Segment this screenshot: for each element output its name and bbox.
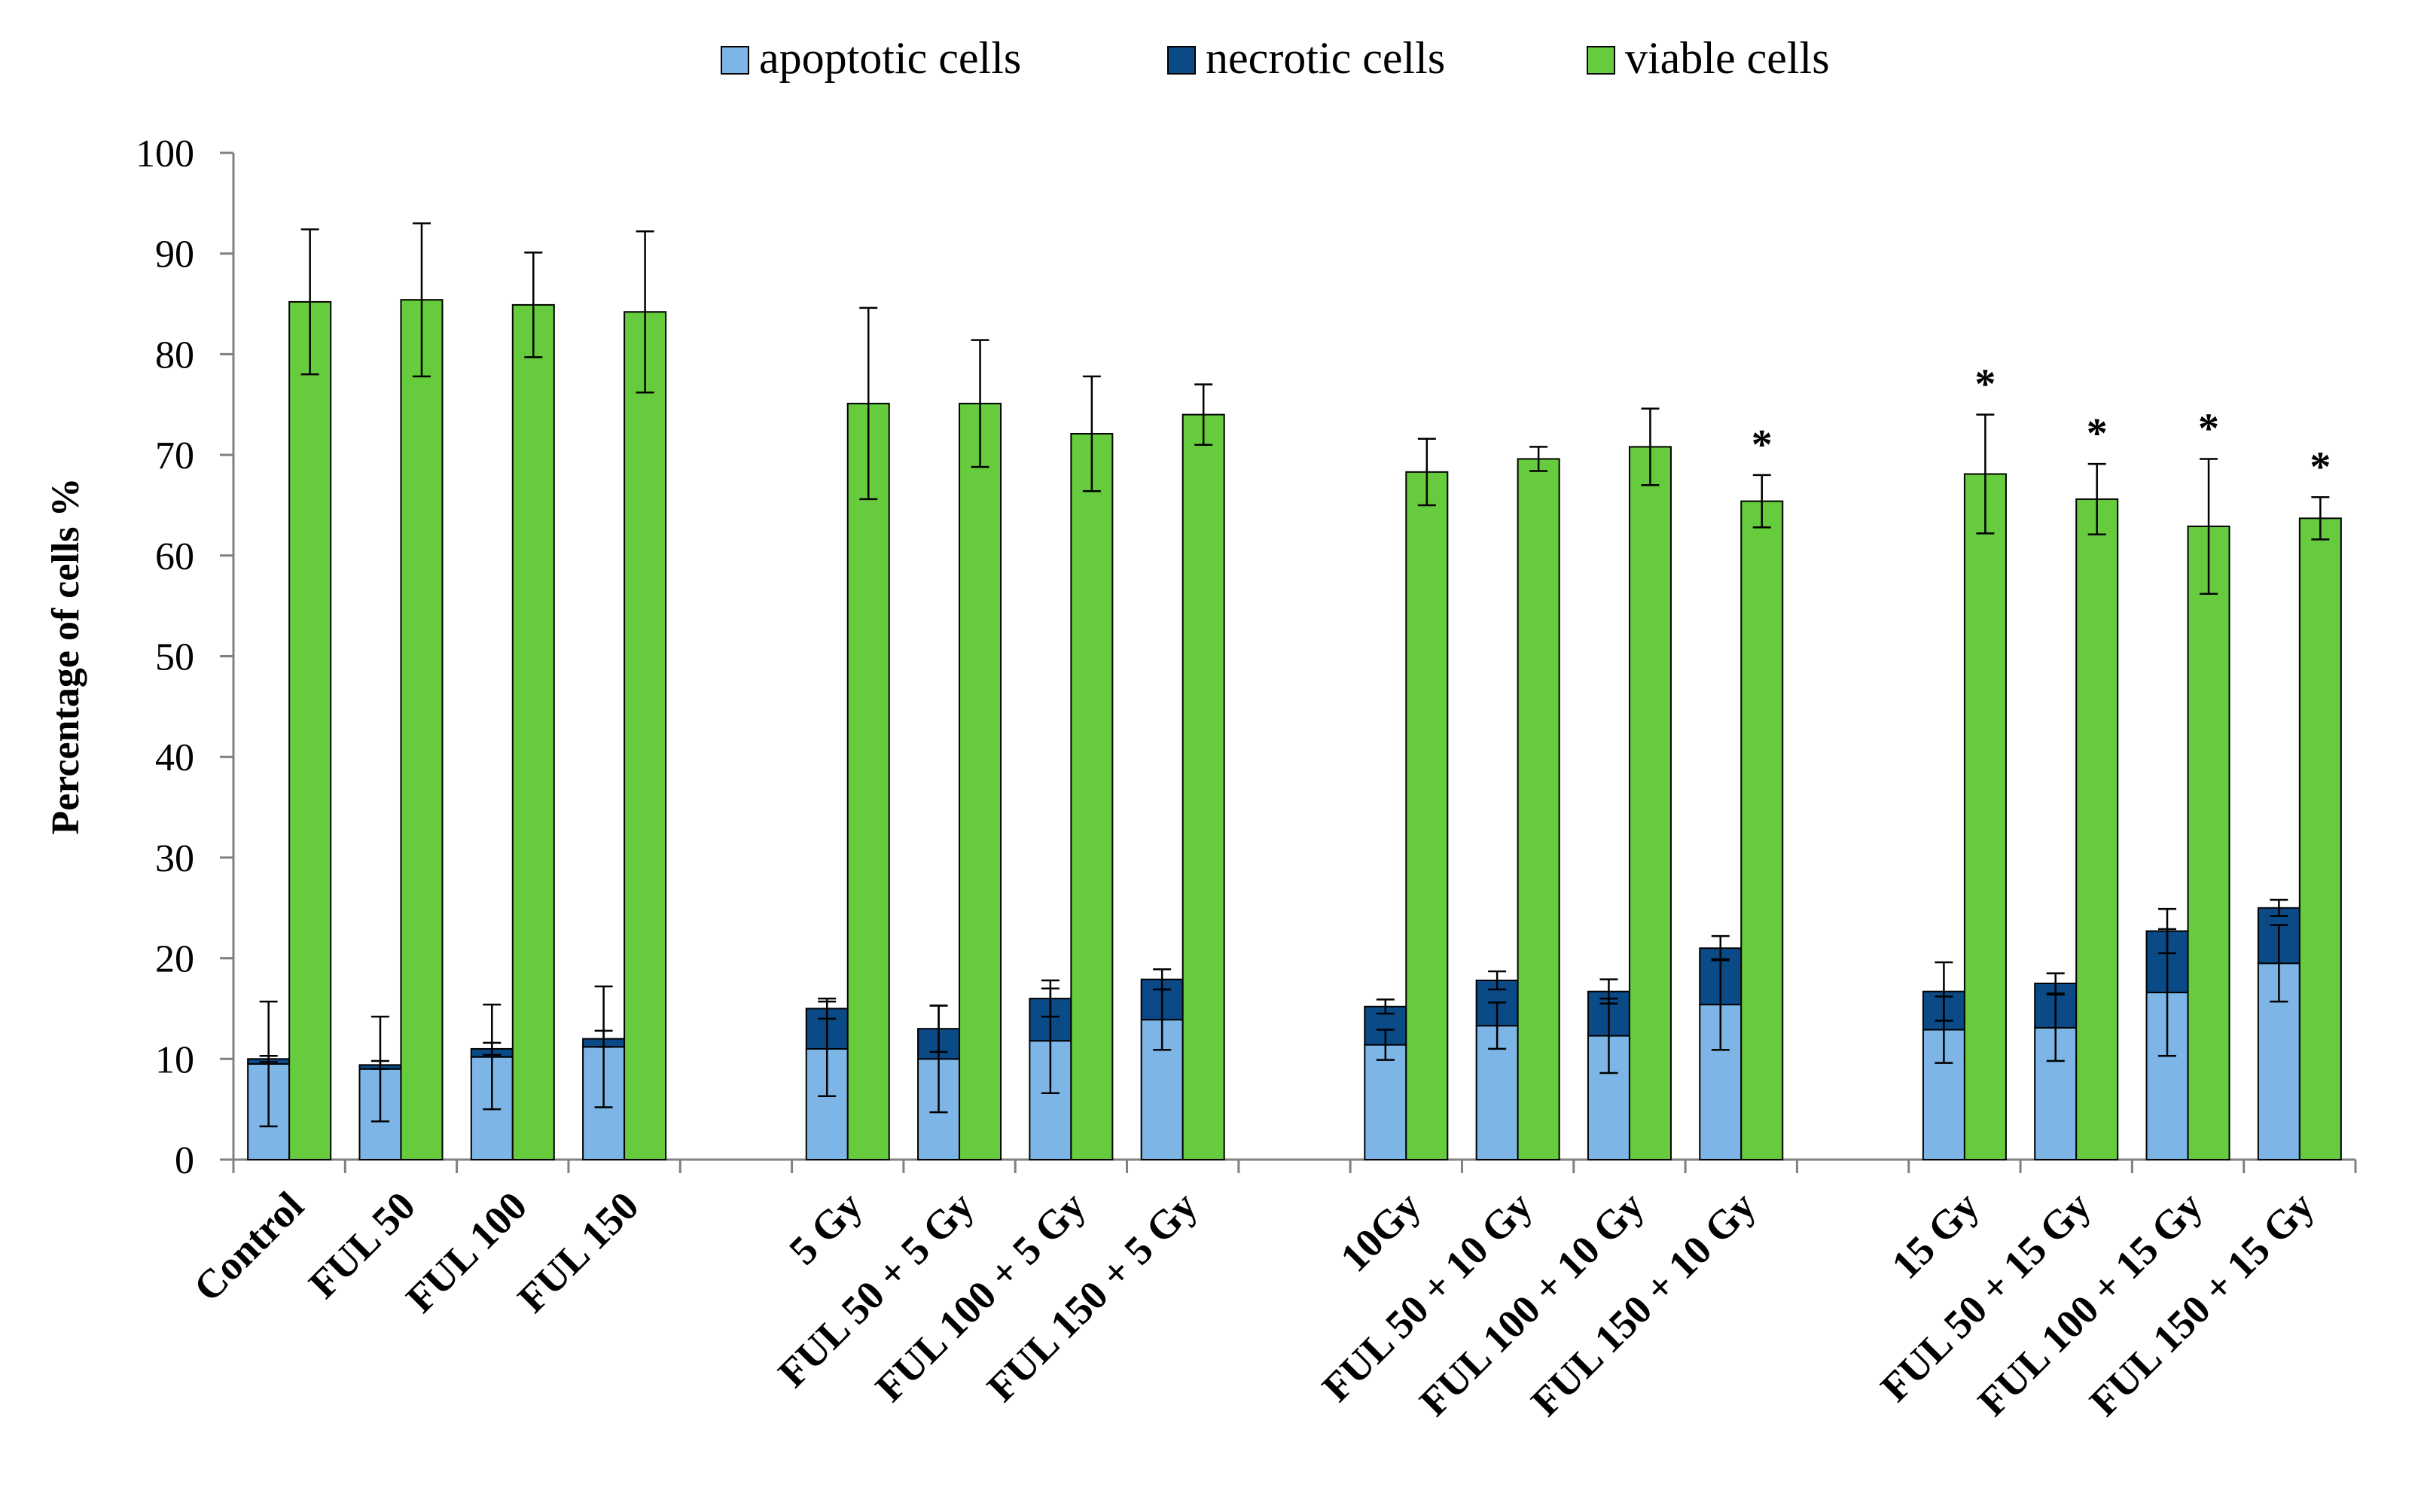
- legend-label: apoptotic cells: [759, 33, 1021, 83]
- legend-label: viable cells: [1625, 33, 1830, 83]
- y-axis-title: Percentage of cells %: [44, 477, 87, 834]
- category-label: 10Gy: [1331, 1183, 1428, 1280]
- category-label: FUL 150 + 5 Gy: [978, 1183, 1206, 1410]
- y-tick-label: 30: [155, 837, 194, 880]
- legend: apoptotic cells necrotic cells viable cell…: [721, 33, 1830, 83]
- y-tick-label: 20: [155, 938, 194, 981]
- bar-viable: [1963, 473, 2007, 1160]
- legend-swatch: [1587, 46, 1615, 75]
- significance-marker: *: [2310, 444, 2331, 490]
- bar-viable: [511, 303, 555, 1161]
- category-label: 5 Gy: [780, 1183, 871, 1273]
- bar-viable: [1405, 471, 1449, 1160]
- bar-apoptotic: [1364, 1044, 1407, 1161]
- legend-swatch: [1167, 46, 1196, 75]
- y-tick-label: 10: [155, 1038, 194, 1081]
- y-tick-label: 40: [155, 736, 194, 779]
- bar-viable: [1517, 458, 1560, 1160]
- y-tick-label: 0: [175, 1139, 194, 1182]
- category-label: Control: [185, 1183, 313, 1310]
- bar-viable: [1740, 500, 1784, 1160]
- y-tick-label: 100: [136, 133, 194, 175]
- y-tick-label: 80: [155, 334, 194, 376]
- legend-label: necrotic cells: [1206, 33, 1445, 83]
- bar-viable: [288, 300, 332, 1161]
- bar-viable: [2075, 498, 2119, 1160]
- significance-marker: *: [2087, 410, 2108, 457]
- category-label: FUL 150: [509, 1183, 648, 1321]
- y-tick-label: 70: [155, 434, 194, 477]
- y-tick-label: 60: [155, 535, 194, 578]
- bar-viable: [624, 311, 667, 1161]
- bar-viable: [1182, 413, 1225, 1160]
- bar-viable: [2298, 517, 2342, 1160]
- bar-viable: [2187, 526, 2230, 1160]
- significance-marker: *: [2198, 405, 2219, 452]
- bar-viable: [1628, 446, 1672, 1160]
- category-label: 15 Gy: [1883, 1183, 1987, 1288]
- bars: [247, 299, 2342, 1161]
- bar-viable: [846, 402, 890, 1160]
- error-bars: * * * * *: [259, 222, 2331, 1128]
- legend-swatch: [721, 46, 749, 75]
- y-tick-label: 90: [155, 233, 194, 276]
- axes: 0 10 20 30 40 50 60 70 80 90 100: [136, 133, 2357, 1182]
- bar-viable: [1070, 433, 1114, 1160]
- bar-viable: [400, 299, 444, 1160]
- significance-marker: *: [1752, 422, 1773, 468]
- bar-viable: [959, 402, 1002, 1160]
- category-label: FUL 100: [398, 1183, 536, 1321]
- significance-marker: *: [1974, 361, 1996, 408]
- y-tick-label: 50: [155, 636, 194, 679]
- category-label: FUL 50 + 5 Gy: [770, 1183, 983, 1396]
